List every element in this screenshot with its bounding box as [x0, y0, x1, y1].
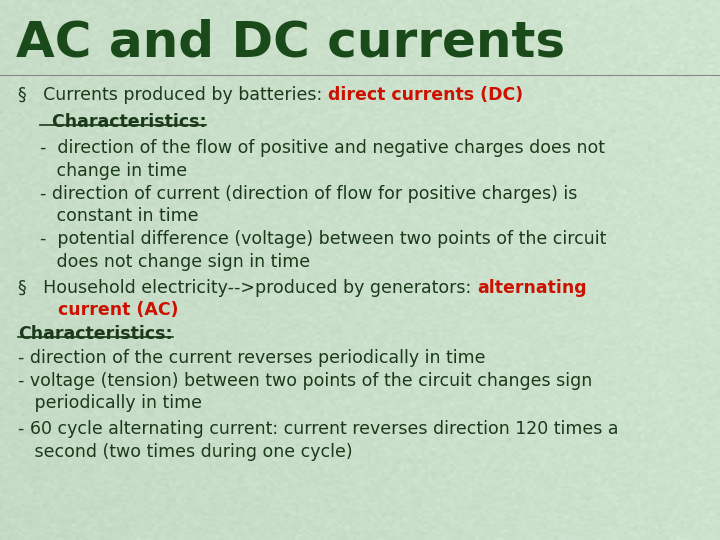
- Text: - direction of the current reverses periodically in time: - direction of the current reverses peri…: [18, 349, 485, 367]
- Text: does not change sign in time: does not change sign in time: [40, 253, 310, 271]
- Text: periodically in time: periodically in time: [18, 394, 202, 412]
- Text: - direction of current (direction of flow for positive charges) is: - direction of current (direction of flo…: [40, 185, 577, 202]
- Text: -  potential difference (voltage) between two points of the circuit: - potential difference (voltage) between…: [40, 230, 606, 248]
- Text: - 60 cycle alternating current: current reverses direction 120 times a: - 60 cycle alternating current: current …: [18, 420, 618, 438]
- Text: direct currents (DC): direct currents (DC): [328, 86, 523, 104]
- Text: Characteristics:: Characteristics:: [40, 113, 206, 131]
- Text: constant in time: constant in time: [40, 207, 198, 225]
- Text: change in time: change in time: [40, 162, 186, 180]
- Text: second (two times during one cycle): second (two times during one cycle): [18, 443, 353, 461]
- Text: AC and DC currents: AC and DC currents: [16, 19, 565, 67]
- Text: Characteristics:: Characteristics:: [18, 325, 173, 343]
- Text: current (AC): current (AC): [40, 301, 178, 319]
- Text: -  direction of the flow of positive and negative charges does not: - direction of the flow of positive and …: [40, 139, 605, 157]
- Text: §   Household electricity-->produced by generators:: § Household electricity-->produced by ge…: [18, 279, 477, 296]
- Text: §   Currents produced by batteries:: § Currents produced by batteries:: [18, 86, 328, 104]
- Text: - voltage (tension) between two points of the circuit changes sign: - voltage (tension) between two points o…: [18, 372, 593, 389]
- Text: alternating: alternating: [477, 279, 586, 296]
